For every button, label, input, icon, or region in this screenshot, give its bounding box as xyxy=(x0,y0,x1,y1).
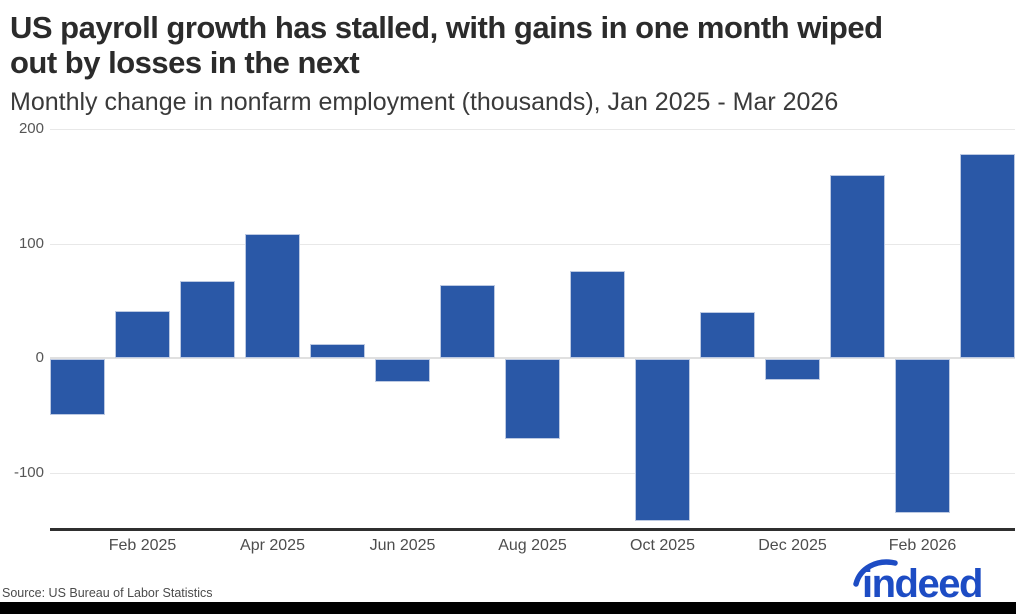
y-axis-tick-0: 0 xyxy=(35,349,44,367)
x-axis-tick-aug-2025: Aug 2025 xyxy=(498,537,567,554)
bar-oct-2025[interactable] xyxy=(635,359,690,521)
gridline--100 xyxy=(50,472,1015,474)
bar-sep-2025[interactable] xyxy=(570,271,625,359)
source-note: Source: US Bureau of Labor Statistics xyxy=(2,586,213,600)
bar-jun-2025[interactable] xyxy=(375,359,430,383)
indeed-logo-svg: indeed xyxy=(853,559,983,606)
bar-jan-2025[interactable] xyxy=(50,359,105,416)
bar-feb-2025[interactable] xyxy=(115,311,170,359)
x-axis-tick-feb-2025: Feb 2025 xyxy=(108,537,177,554)
bar-jul-2025[interactable] xyxy=(440,284,495,359)
gridline-200 xyxy=(50,129,1015,130)
y-axis-tick--100: -100 xyxy=(13,463,44,481)
bar-mar-2026[interactable] xyxy=(960,154,1015,359)
bar-feb-2026[interactable] xyxy=(895,359,950,513)
x-axis-tick-apr-2025: Apr 2025 xyxy=(240,537,305,554)
y-axis-tick-200: 200 xyxy=(18,120,44,137)
bar-dec-2025[interactable] xyxy=(765,359,820,380)
logo-wordmark: indeed xyxy=(862,562,982,602)
gridline-0 xyxy=(50,357,1015,360)
bar-may-2025[interactable] xyxy=(310,344,365,359)
x-axis-line xyxy=(50,528,1015,531)
chart-subtitle: Monthly change in nonfarm employment (th… xyxy=(10,88,839,116)
y-axis-tick-100: 100 xyxy=(18,234,44,252)
bar-jan-2026[interactable] xyxy=(830,174,885,359)
bar-aug-2025[interactable] xyxy=(505,359,560,440)
x-axis-tick-dec-2025: Dec 2025 xyxy=(758,537,827,554)
indeed-logo: indeed xyxy=(850,556,1008,606)
x-axis-tick-jun-2025: Jun 2025 xyxy=(369,537,436,554)
bar-apr-2025[interactable] xyxy=(245,234,300,359)
bottom-black-bar xyxy=(0,602,1016,614)
bar-nov-2025[interactable] xyxy=(700,312,755,359)
x-axis-tick-feb-2026: Feb 2026 xyxy=(888,537,957,554)
chart-title: US payroll growth has stalled, with gain… xyxy=(10,10,883,80)
gridline-100 xyxy=(50,243,1015,245)
bar-mar-2025[interactable] xyxy=(180,281,235,359)
x-axis-tick-oct-2025: Oct 2025 xyxy=(630,537,695,554)
logo-swoosh-icon xyxy=(853,559,898,587)
